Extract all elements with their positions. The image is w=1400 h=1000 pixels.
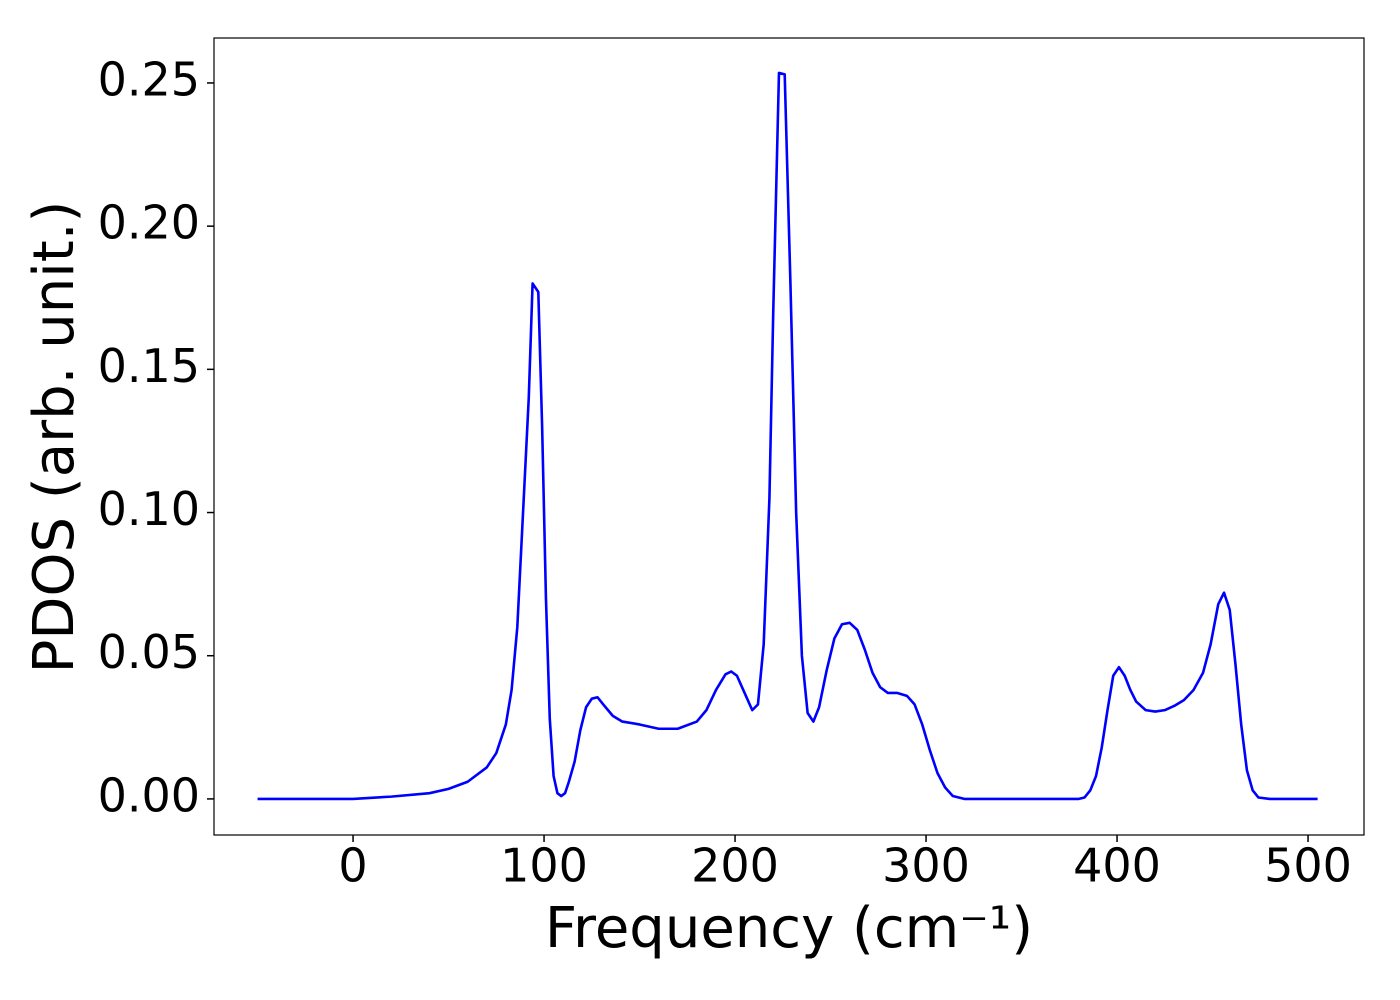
x-axis-label: Frequency (cm⁻¹) bbox=[545, 896, 1033, 961]
data-line bbox=[257, 71, 1318, 801]
x-tick-label: 500 bbox=[1264, 839, 1352, 893]
y-tick-label: 0.15 bbox=[98, 339, 200, 393]
y-tick-label: 0.05 bbox=[98, 625, 200, 679]
y-tick-label: 0.25 bbox=[98, 52, 200, 106]
x-tick-label: 100 bbox=[500, 839, 588, 893]
y-tick-label: 0.10 bbox=[98, 482, 200, 536]
plot-frame bbox=[213, 37, 1365, 836]
y-tick-label: 0.20 bbox=[98, 196, 200, 250]
y-tick-label: 0.00 bbox=[98, 768, 200, 822]
x-tick-label: 0 bbox=[338, 839, 367, 893]
x-tick-label: 400 bbox=[1073, 839, 1161, 893]
x-tick-label: 200 bbox=[691, 839, 779, 893]
x-tick-label: 300 bbox=[882, 839, 970, 893]
y-axis-label: PDOS (arb. unit.) bbox=[22, 201, 87, 674]
